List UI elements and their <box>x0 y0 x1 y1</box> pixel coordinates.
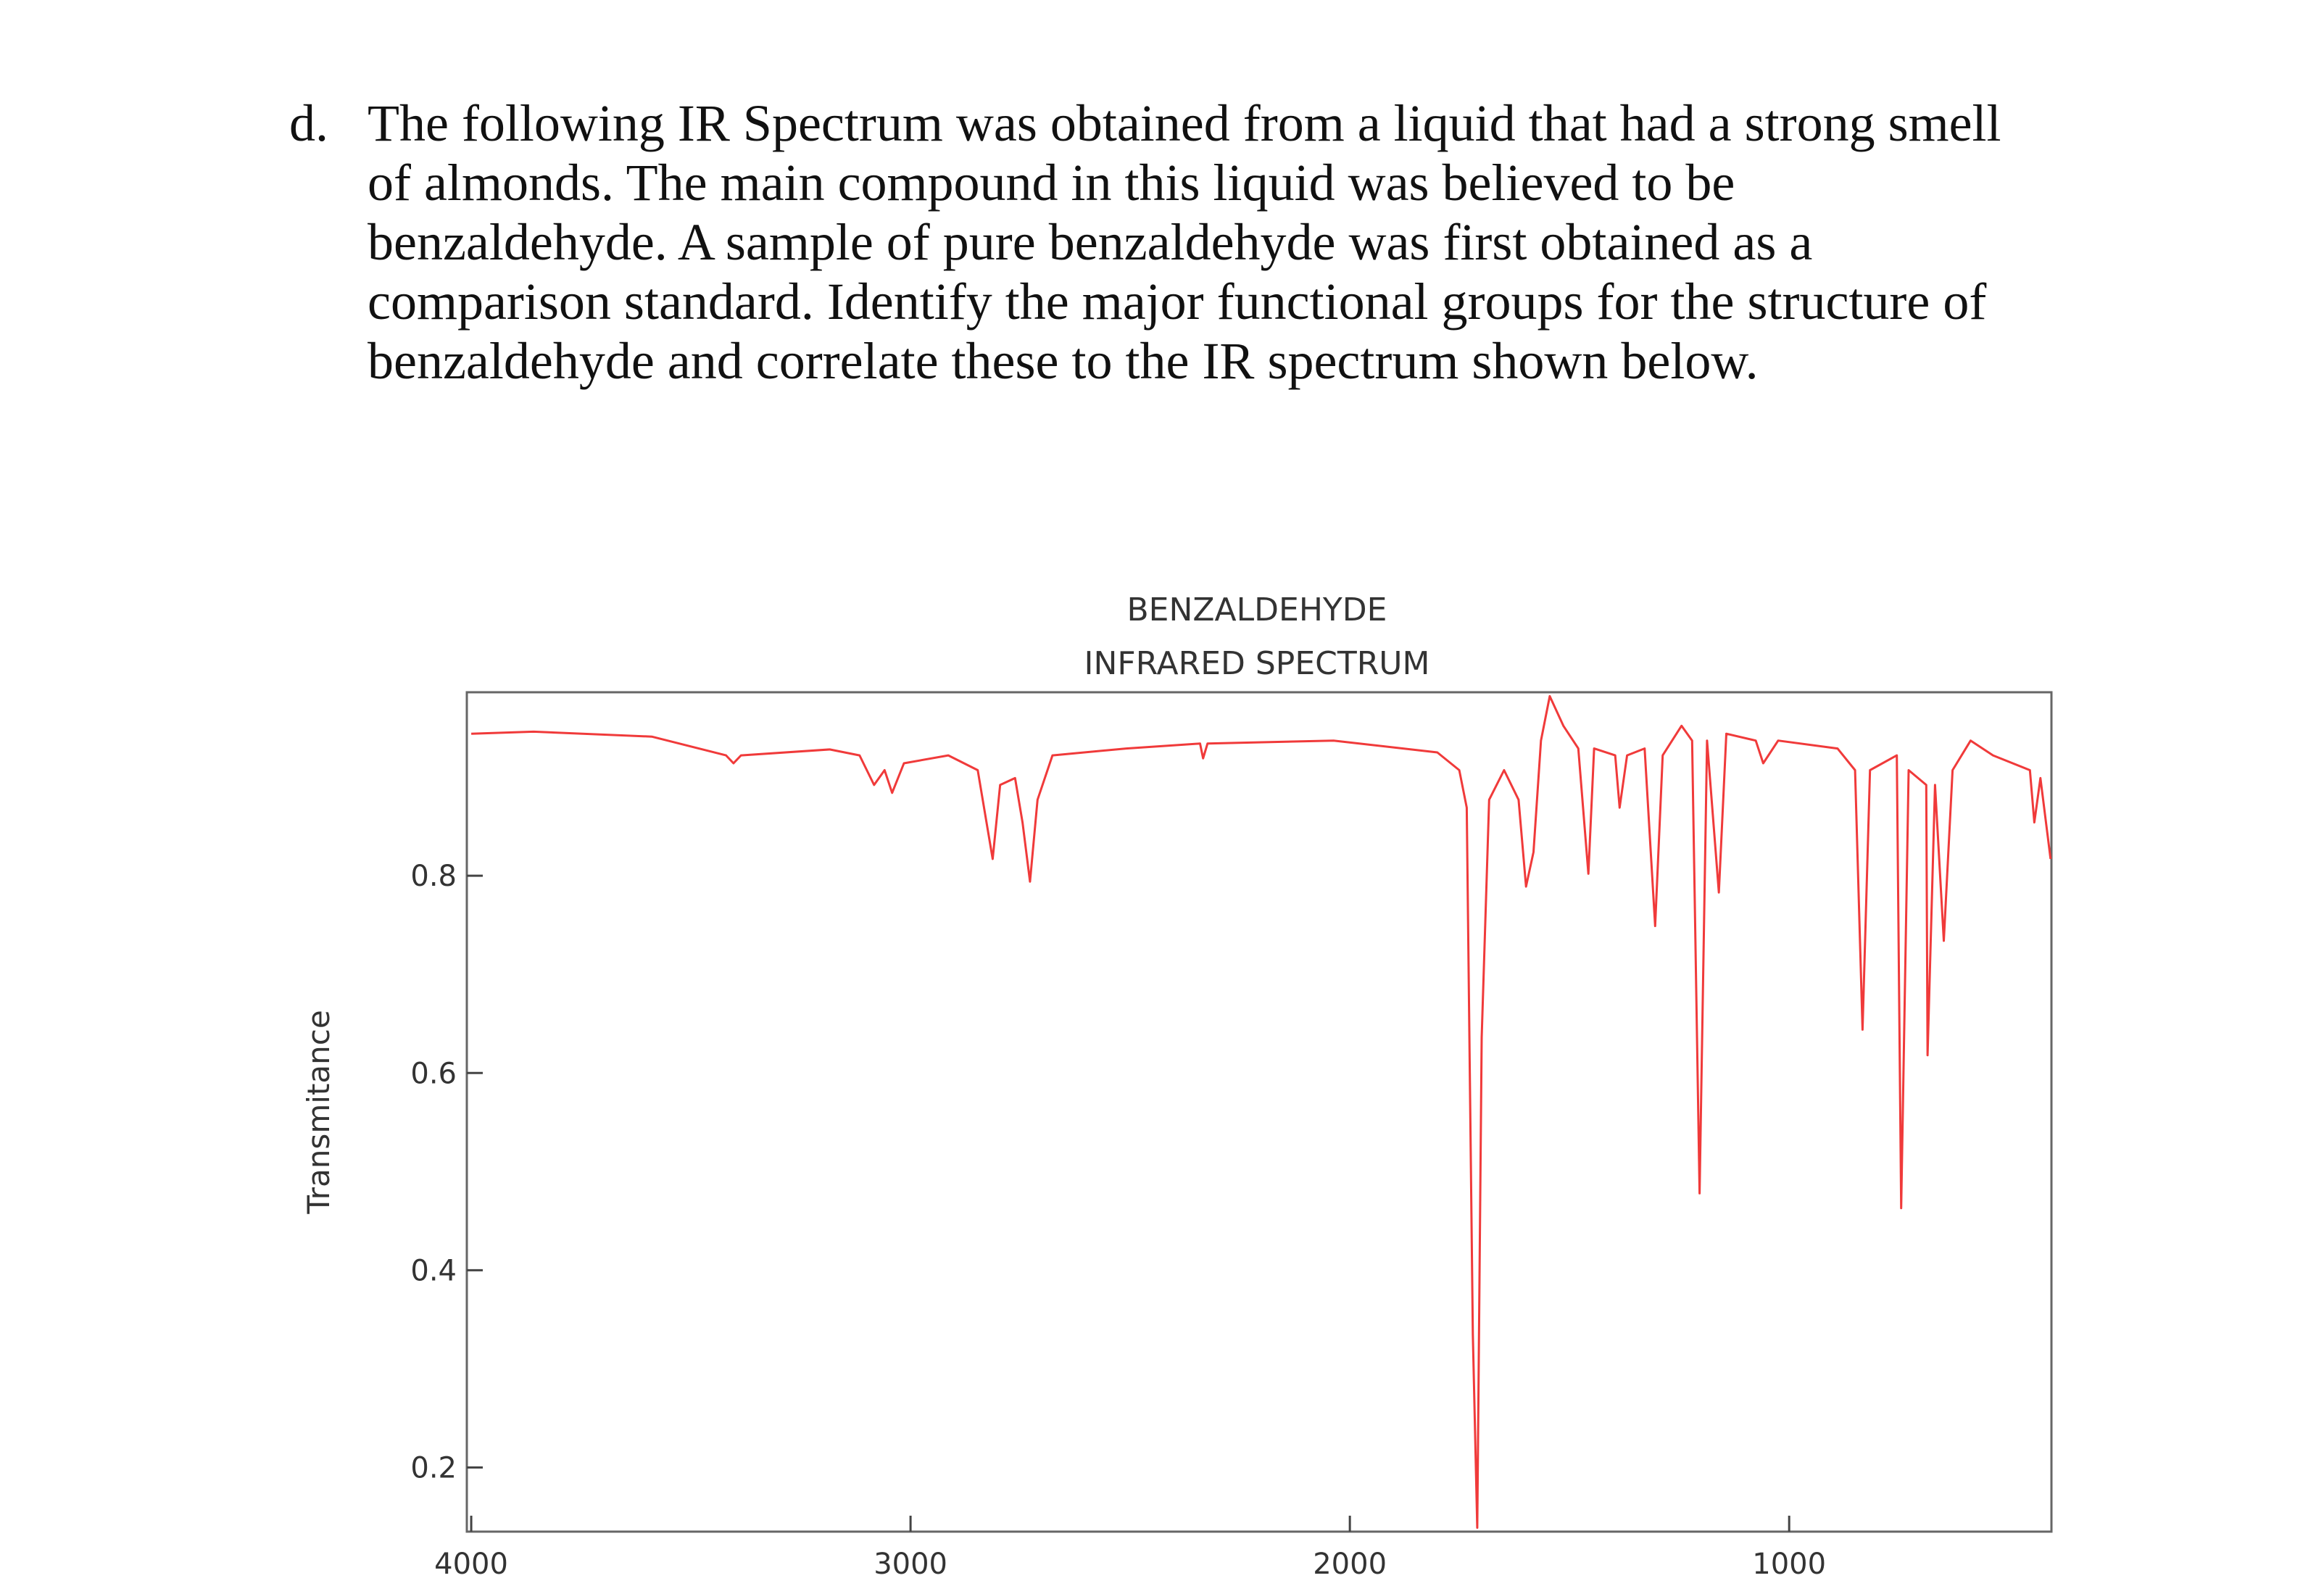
x-tick-label: 1000 <box>1752 1548 1826 1581</box>
spectrum-line <box>471 694 2052 1529</box>
y-axis-label: Transmitance <box>301 1010 336 1214</box>
y-tick-label: 0.4 <box>410 1254 457 1287</box>
question-label: d. <box>289 94 328 152</box>
x-tick-label: 2000 <box>1313 1548 1387 1581</box>
question-line: of almonds. The main compound in this li… <box>368 154 1735 212</box>
question-text: The following IR Spectrum was obtained f… <box>368 94 2001 390</box>
y-tick-label: 0.2 <box>410 1452 457 1485</box>
chart-subtitle: INFRARED SPECTRUM <box>1084 645 1430 682</box>
x-tick-label: 3000 <box>873 1548 947 1581</box>
question-line: benzaldehyde and correlate these to the … <box>368 332 1759 390</box>
y-tick-label: 0.6 <box>410 1057 457 1090</box>
y-tick-label: 0.8 <box>410 860 457 893</box>
x-tick-label: 4000 <box>434 1548 508 1581</box>
question-line: benzaldehyde. A sample of pure benzaldeh… <box>368 213 1812 271</box>
question-line: The following IR Spectrum was obtained f… <box>368 94 2001 152</box>
plot-frame <box>465 691 2053 1533</box>
chart-title: BENZALDEHYDE <box>1127 591 1387 628</box>
question-line: comparison standard. Identify the major … <box>368 273 1986 331</box>
